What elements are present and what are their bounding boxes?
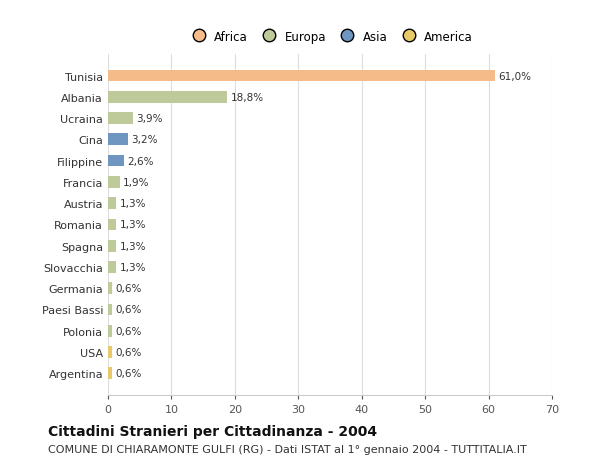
Bar xyxy=(108,156,124,167)
Bar xyxy=(108,347,112,358)
Bar xyxy=(108,92,227,103)
Text: 1,9%: 1,9% xyxy=(123,178,150,187)
Text: 1,3%: 1,3% xyxy=(119,241,146,251)
Text: COMUNE DI CHIARAMONTE GULFI (RG) - Dati ISTAT al 1° gennaio 2004 - TUTTITALIA.IT: COMUNE DI CHIARAMONTE GULFI (RG) - Dati … xyxy=(48,444,527,454)
Text: 0,6%: 0,6% xyxy=(115,369,142,379)
Bar xyxy=(108,113,133,125)
Text: 1,3%: 1,3% xyxy=(119,263,146,272)
Text: 1,3%: 1,3% xyxy=(119,220,146,230)
Bar xyxy=(108,241,116,252)
Bar xyxy=(108,283,112,294)
Bar xyxy=(108,304,112,316)
Text: 0,6%: 0,6% xyxy=(115,326,142,336)
Bar xyxy=(108,262,116,273)
Bar xyxy=(108,134,128,146)
Text: 18,8%: 18,8% xyxy=(230,93,263,102)
Text: 0,6%: 0,6% xyxy=(115,284,142,294)
Text: 61,0%: 61,0% xyxy=(498,71,531,81)
Bar xyxy=(108,325,112,337)
Bar xyxy=(108,368,112,379)
Text: 1,3%: 1,3% xyxy=(119,199,146,209)
Text: 3,9%: 3,9% xyxy=(136,114,163,124)
Text: 0,6%: 0,6% xyxy=(115,305,142,315)
Legend: Africa, Europa, Asia, America: Africa, Europa, Asia, America xyxy=(184,27,476,47)
Bar xyxy=(108,198,116,209)
Text: 0,6%: 0,6% xyxy=(115,347,142,357)
Text: 2,6%: 2,6% xyxy=(128,156,154,166)
Bar xyxy=(108,71,495,82)
Text: Cittadini Stranieri per Cittadinanza - 2004: Cittadini Stranieri per Cittadinanza - 2… xyxy=(48,425,377,438)
Text: 3,2%: 3,2% xyxy=(131,135,158,145)
Bar xyxy=(108,219,116,231)
Bar xyxy=(108,177,120,188)
